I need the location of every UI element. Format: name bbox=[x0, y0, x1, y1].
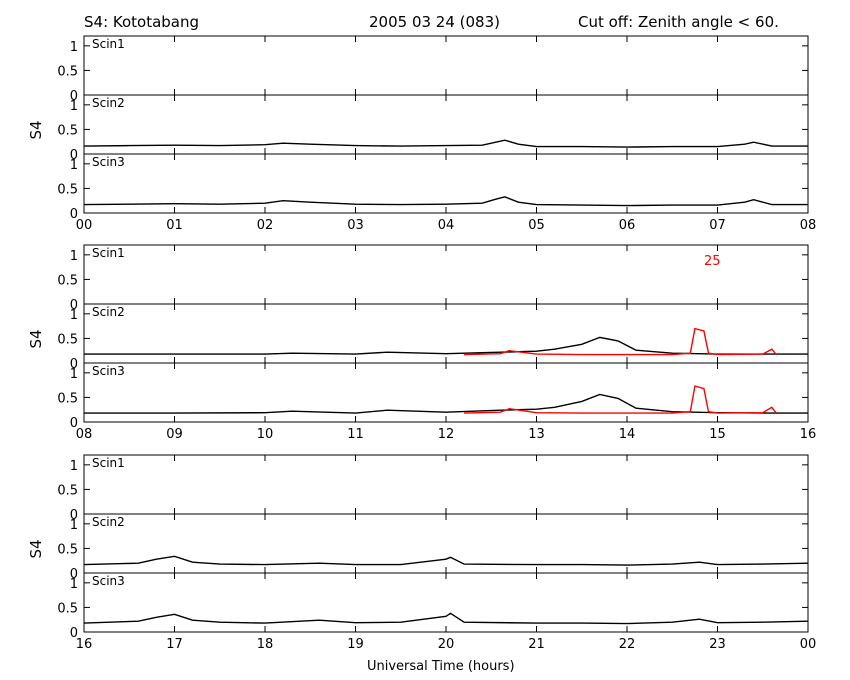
series-line bbox=[83, 612, 809, 625]
x-axis-label: Universal Time (hours) bbox=[367, 659, 515, 674]
x-tick-label: 21 bbox=[528, 637, 545, 652]
x-tick-label: 11 bbox=[347, 427, 364, 442]
y-tick-label: 0.5 bbox=[57, 273, 78, 288]
date-title: 2005 03 24 (083) bbox=[369, 13, 500, 31]
y-tick-label: 1 bbox=[70, 518, 78, 533]
x-tick-label: 17 bbox=[166, 637, 183, 652]
y-tick-label: 0.5 bbox=[57, 332, 78, 347]
y-tick-label: 0 bbox=[70, 357, 78, 372]
x-tick-label: 09 bbox=[166, 427, 183, 442]
x-tick-label: 08 bbox=[76, 427, 93, 442]
panel-label: Scin3 bbox=[92, 364, 125, 378]
x-tick-label: 12 bbox=[438, 427, 455, 442]
panel-label: Scin3 bbox=[92, 574, 125, 588]
x-tick-label: 03 bbox=[347, 218, 364, 233]
x-tick-label: 20 bbox=[438, 637, 455, 652]
x-tick-label: 10 bbox=[257, 427, 274, 442]
y-axis-label-row2: S4 bbox=[27, 329, 45, 348]
y-tick-label: 1 bbox=[70, 459, 78, 474]
panel-label: Scin2 bbox=[92, 305, 125, 319]
panel-label: Scin2 bbox=[92, 96, 125, 110]
x-tick-label: 15 bbox=[709, 427, 726, 442]
y-tick-label: 0 bbox=[70, 508, 78, 523]
red-annotation: 25 bbox=[704, 254, 721, 269]
x-tick-label: 18 bbox=[257, 637, 274, 652]
panel-label: Scin1 bbox=[92, 456, 125, 470]
y-tick-label: 1 bbox=[70, 249, 78, 264]
x-tick-label: 23 bbox=[709, 637, 726, 652]
y-tick-label: 1 bbox=[70, 158, 78, 173]
y-tick-label: 1 bbox=[70, 308, 78, 323]
y-tick-label: 1 bbox=[70, 367, 78, 382]
series-line bbox=[83, 196, 808, 207]
series-line bbox=[83, 139, 808, 148]
x-tick-label: 16 bbox=[800, 427, 817, 442]
x-tick-label: 04 bbox=[438, 218, 455, 233]
x-tick-label: 22 bbox=[619, 637, 636, 652]
x-tick-label: 07 bbox=[709, 218, 726, 233]
x-tick-label: 06 bbox=[619, 218, 636, 233]
x-tick-label: 08 bbox=[800, 218, 817, 233]
y-tick-label: 0.5 bbox=[57, 601, 78, 616]
y-tick-label: 0 bbox=[70, 207, 78, 222]
y-axis-label-row3: S4 bbox=[27, 539, 45, 558]
x-tick-label: 14 bbox=[619, 427, 636, 442]
y-tick-label: 1 bbox=[70, 577, 78, 592]
x-tick-label: 00 bbox=[800, 637, 817, 652]
series-line bbox=[83, 555, 809, 566]
x-tick-label: 01 bbox=[166, 218, 183, 233]
y-axis-label-row1: S4 bbox=[27, 120, 45, 139]
y-tick-label: 0.5 bbox=[57, 542, 78, 557]
panel-label: Scin1 bbox=[92, 246, 125, 260]
y-tick-label: 0 bbox=[70, 148, 78, 163]
y-tick-label: 0 bbox=[70, 626, 78, 641]
x-tick-label: 19 bbox=[347, 637, 364, 652]
panel-label: Scin1 bbox=[92, 37, 125, 51]
cutoff-title: Cut off: Zenith angle < 60. bbox=[578, 13, 779, 31]
station-title: S4: Kototabang bbox=[84, 13, 199, 31]
y-tick-label: 0.5 bbox=[57, 182, 78, 197]
series-line bbox=[464, 385, 777, 414]
x-tick-label: 13 bbox=[528, 427, 545, 442]
x-tick-label: 02 bbox=[257, 218, 274, 233]
panel-label: Scin2 bbox=[92, 515, 125, 529]
y-tick-label: 0 bbox=[70, 567, 78, 582]
y-tick-label: 0.5 bbox=[57, 391, 78, 406]
x-tick-label: 05 bbox=[528, 218, 545, 233]
y-tick-label: 0.5 bbox=[57, 64, 78, 79]
y-tick-label: 0 bbox=[70, 298, 78, 313]
y-tick-label: 1 bbox=[70, 40, 78, 55]
y-tick-label: 0.5 bbox=[57, 483, 78, 498]
y-tick-label: 0.5 bbox=[57, 123, 78, 138]
x-tick-label: 16 bbox=[76, 637, 93, 652]
x-tick-label: 00 bbox=[76, 218, 93, 233]
series-line bbox=[464, 327, 777, 356]
y-tick-label: 1 bbox=[70, 99, 78, 114]
panel-label: Scin3 bbox=[92, 155, 125, 169]
y-tick-label: 0 bbox=[70, 416, 78, 431]
y-tick-label: 0 bbox=[70, 89, 78, 104]
